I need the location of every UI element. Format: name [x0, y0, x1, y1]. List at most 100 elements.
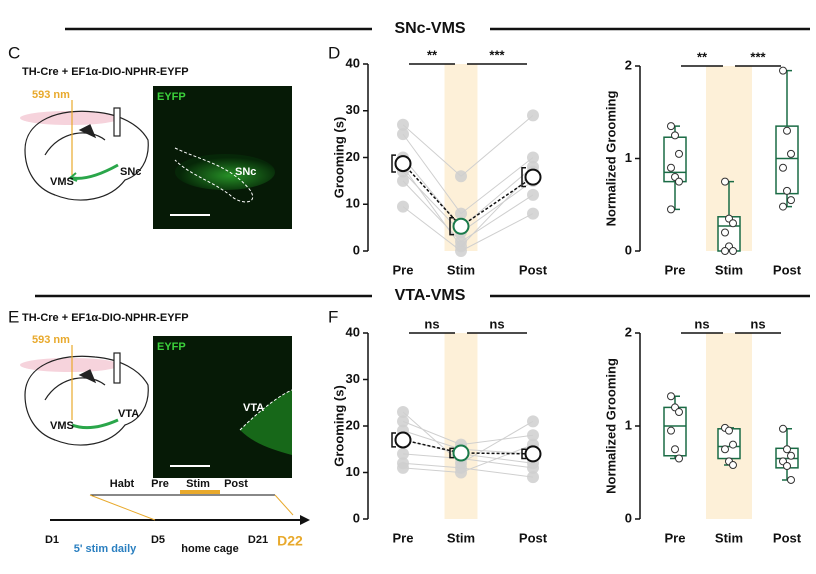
y-axis-label: Grooming (s) — [331, 385, 346, 467]
error-bar — [449, 447, 454, 459]
box-point — [721, 177, 729, 186]
box-point — [721, 247, 729, 255]
error-bar — [391, 432, 396, 448]
y-tick-label: 30 — [346, 102, 360, 117]
individual-point — [527, 429, 539, 442]
individual-point — [397, 406, 409, 419]
x-tick-label: Pre — [393, 262, 414, 277]
target-label: VMS — [50, 420, 74, 432]
x-tick-label: Stim — [447, 262, 475, 277]
zoom-line — [274, 494, 294, 516]
box-point — [667, 163, 675, 172]
y-tick-label: 0 — [353, 242, 360, 257]
box-point — [667, 205, 675, 214]
error-bar — [521, 448, 526, 460]
panel-label: F — [328, 307, 338, 326]
significance-label: ns — [424, 316, 439, 331]
day-label: D22 — [277, 533, 303, 549]
x-tick-label: Post — [519, 262, 548, 277]
box-point — [729, 440, 737, 449]
session-label: Pre — [151, 478, 169, 490]
region-label: VTA — [243, 402, 264, 414]
session-label: Habt — [110, 478, 135, 490]
box-point — [783, 461, 791, 470]
histology-signal — [240, 390, 292, 455]
y-tick-label: 40 — [346, 324, 360, 339]
histology-signal — [175, 154, 275, 190]
construct: TH-Cre + EF1α-DIO-NPHR-EYFP — [22, 312, 189, 324]
error-bar — [521, 167, 526, 188]
stim-bar — [180, 490, 220, 494]
box-point — [779, 202, 787, 211]
session-label: Post — [224, 478, 248, 490]
y-tick-label: 0 — [625, 510, 632, 525]
box-point — [667, 122, 675, 131]
individual-point — [397, 200, 409, 213]
error-bar — [391, 154, 396, 173]
x-tick-label: Post — [519, 530, 548, 545]
individual-point — [455, 245, 467, 257]
x-tick-label: Stim — [715, 530, 743, 545]
x-tick-label: Stim — [447, 530, 475, 545]
panel-label: D — [328, 43, 340, 62]
box-point — [729, 461, 737, 470]
day-label: D5 — [151, 534, 165, 546]
y-tick-label: 20 — [346, 417, 360, 432]
axis-arrow — [300, 515, 310, 525]
mean-line — [402, 439, 534, 455]
mean-point — [452, 444, 470, 462]
individual-point — [527, 109, 539, 122]
significance-label: ns — [750, 316, 765, 331]
box-point — [779, 66, 787, 75]
section-title: SNc-VMS — [394, 20, 465, 37]
significance-label: *** — [489, 47, 505, 62]
y-tick-label: 2 — [625, 324, 632, 339]
x-tick-label: Post — [773, 262, 802, 277]
y-axis-label: Grooming (s) — [331, 117, 346, 199]
region-outline — [174, 147, 253, 203]
box-point — [787, 196, 795, 205]
box-point — [729, 219, 737, 228]
construct: TH-Cre + EF1α-DIO-NPHR-EYFP — [22, 66, 189, 78]
individual-point — [527, 415, 539, 428]
box-point — [675, 177, 683, 186]
x-tick-label: Pre — [393, 530, 414, 545]
individual-point — [397, 118, 409, 131]
significance-label: *** — [750, 49, 766, 64]
individual-point — [527, 207, 539, 220]
mean-point — [524, 445, 542, 463]
y-axis-label: Normalized Grooming — [603, 358, 618, 494]
individual-point — [527, 471, 539, 484]
zoom-line — [89, 494, 156, 521]
box-point — [675, 149, 683, 158]
section-title: VTA-VMS — [395, 287, 466, 304]
box-point — [667, 392, 675, 401]
y-tick-label: 10 — [346, 464, 360, 479]
box-point — [671, 445, 679, 454]
box-point — [779, 424, 787, 433]
individual-point — [397, 447, 409, 460]
box-point — [721, 445, 729, 454]
session-label: Stim — [186, 478, 210, 490]
y-tick-label: 0 — [625, 242, 632, 257]
significance-label: ** — [427, 47, 438, 62]
significance-label: ** — [697, 49, 708, 64]
box-point — [675, 408, 683, 417]
timeline-note: 5' stim daily — [74, 543, 137, 555]
box-point — [783, 186, 791, 195]
box-point — [725, 426, 733, 435]
mean-point — [394, 155, 412, 173]
region-outline — [239, 389, 293, 431]
box-point — [787, 451, 795, 460]
x-tick-label: Pre — [665, 530, 686, 545]
laser-label: 593 nm — [32, 89, 70, 101]
brain-schematic — [20, 100, 149, 201]
mean-point — [452, 217, 470, 235]
box-point — [787, 149, 795, 158]
significance-label: ns — [694, 316, 709, 331]
region-label: SNc — [235, 166, 256, 178]
individual-point — [527, 151, 539, 164]
source-label: SNc — [120, 166, 141, 178]
panel-label: E — [8, 307, 19, 326]
